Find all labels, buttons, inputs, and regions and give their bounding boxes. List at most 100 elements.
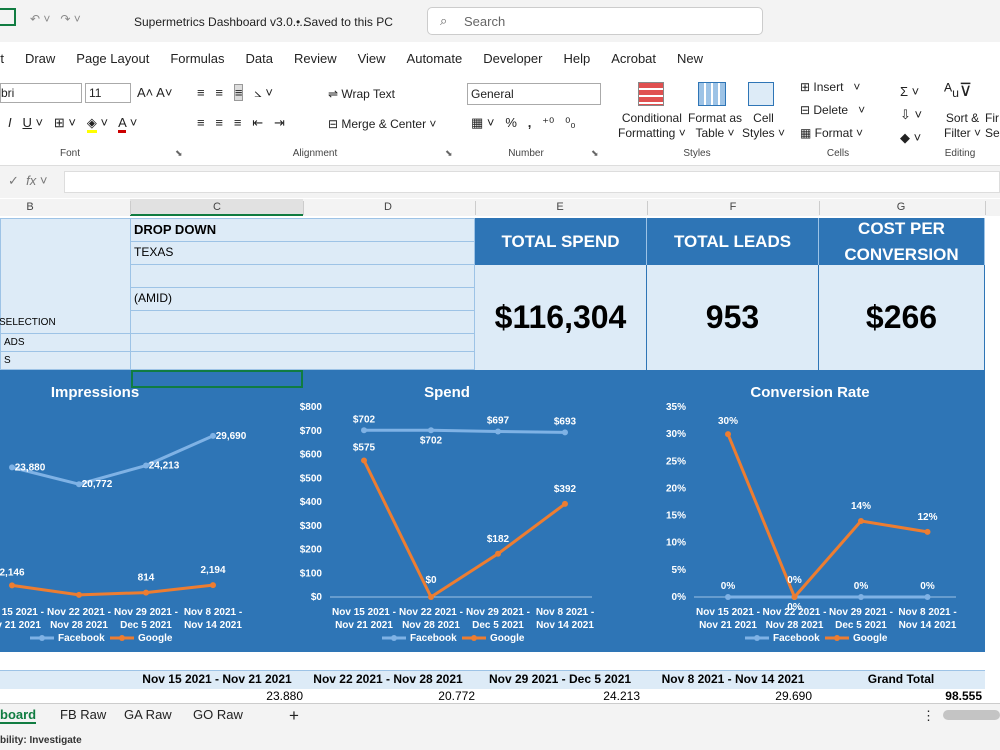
search-icon: ⌕ [440,13,448,28]
data-label: $702 [420,435,443,446]
y-tick-label: $500 [300,473,323,484]
x-tick-label: Nov 29 2021 - Dec 5 2021 [114,607,178,631]
data-label: 23,880 [15,462,46,473]
delete[interactable]: ⊟ Delete ˅ [800,103,866,117]
font-size[interactable]: 11 [85,83,131,103]
data-point [428,427,434,434]
align-buttons[interactable]: ≡ ≡ ≡ ⦣ ˅ [197,84,273,101]
horizontal-scrollbar[interactable] [943,710,1000,720]
find-select[interactable]: FirSel [985,111,1000,141]
cell-styles[interactable]: Cell Styles ˅ [742,111,786,140]
sheet-tab[interactable]: FB Raw [60,707,107,722]
menu-tab[interactable]: Draw [24,51,56,66]
group-launcher[interactable]: ⬊ [175,148,183,158]
data-label: $693 [554,416,577,427]
menu-tab[interactable]: New [677,51,704,66]
x-tick-label-line: Nov 29 2021 - [829,607,893,618]
data-point [76,481,82,488]
menu-tab[interactable]: View [357,51,386,66]
row-label: SELECTION [0,317,56,328]
number-buttons[interactable]: ▦ ˅ % , ⁺⁰ ⁰₀ [471,115,576,130]
data-label: 0% [721,581,736,592]
insert[interactable]: ⊞ Insert ˅ [800,80,861,94]
sheet-tab[interactable]: board [0,707,37,724]
table-icon [698,82,726,106]
data-point [924,594,931,600]
cell-amid[interactable]: (AMID) [130,287,475,311]
menu-tab[interactable]: Help [563,51,591,66]
menu-tab[interactable]: Automate [406,51,463,66]
cell-texas[interactable]: TEXAS [130,241,475,265]
merge-center[interactable]: ⊟ Merge & Center ˅ [328,117,437,131]
group-launcher[interactable]: ⬊ [445,148,453,158]
formula-input[interactable] [64,171,1000,193]
font-name[interactable]: bri [0,83,82,103]
legend-marker [834,635,840,641]
legend-label: Facebook [410,633,457,644]
font-style-buttons[interactable]: I U ˅ ⊞ ˅ ◈ ˅ A ˅ [8,115,137,133]
search-placeholder: Search [464,14,506,29]
x-tick-label: Nov 15 2021 - Nov 21 2021 [696,607,760,631]
cell-dropdown-header: DROP DOWN [130,218,475,242]
x-tick-label: Nov 8 2021 - Nov 14 2021 [536,607,595,631]
menu-tab[interactable]: rt [0,51,4,66]
save-status[interactable]: • Saved to this PC [296,15,393,29]
align-buttons-2[interactable]: ≡ ≡ ≡ ⇤ ⇥ [197,115,285,130]
kpi-label: TOTAL SPEND [475,218,647,265]
undo-redo[interactable]: ↶ ˅ ↷ ˅ [30,12,81,26]
data-label: 12% [917,512,937,523]
active-cell[interactable] [131,370,303,388]
editing-buttons[interactable]: Σ ˅ ⇩ ˅ ◆ ˅ [900,84,923,145]
y-tick-label: $600 [300,450,323,461]
save-icon[interactable] [0,8,16,26]
data-point [210,582,216,589]
column-header: B [26,201,34,213]
x-tick-label: Nov 29 2021 - Dec 5 2021 [466,607,530,631]
x-tick-label-line: Nov 8 2021 - [536,607,594,618]
sort-filter[interactable]: Sort & Filter ˅ [944,111,982,140]
y-tick-label: 10% [666,538,686,549]
menu-tab[interactable]: Developer [483,51,543,66]
x-tick-label-line: Dec 5 2021 [472,620,524,631]
accessibility-status[interactable]: bility: Investigate [0,735,82,746]
search-box[interactable] [427,7,763,35]
cell-block [0,218,131,335]
wrap-text[interactable]: ⇌ Wrap Text [328,87,395,101]
font-grow[interactable]: A˄ A˅ [137,85,173,100]
data-label: 0% [787,575,802,586]
sheet-tab[interactable]: GA Raw [124,707,172,722]
series-line [362,459,566,600]
menu-tab[interactable]: Data [245,51,273,66]
chart-title: Spend [424,384,470,401]
x-tick-label-line: Nov 21 2021 [335,620,393,631]
format-as-table[interactable]: Format as Table ˅ [688,111,743,140]
menu-tab[interactable]: Page Layout [76,51,150,66]
data-label: 2,146 [0,567,25,578]
x-tick-label: Nov 22 2021 - Nov 28 2021 [47,607,111,631]
x-tick-label: Nov 8 2021 - Nov 14 2021 [184,607,243,631]
merge-center-label: Merge & Center [341,117,427,131]
pivot-value: 23.880 [266,689,303,703]
add-sheet[interactable]: + [289,706,299,725]
menu-tab[interactable]: Formulas [170,51,225,66]
data-label: 29,690 [216,431,247,442]
column-header: C [213,201,221,213]
data-point [428,594,434,600]
number-format[interactable]: General [467,83,601,105]
formula-buttons[interactable]: ✓ fx ˅ [8,173,48,188]
data-point [791,594,798,600]
group-launcher[interactable]: ⬊ [591,148,599,158]
sheet-tab[interactable]: GO Raw [193,707,243,722]
legend-marker [391,635,397,641]
data-point [495,550,501,557]
series-line [11,583,214,597]
menu-tab[interactable]: Acrobat [611,51,657,66]
menu-tab[interactable]: Review [293,51,337,66]
x-tick-label-line: Nov 28 2021 [766,620,824,631]
format[interactable]: ▦ Format ˅ [800,126,864,140]
data-label: 0% [787,602,802,613]
tab-options[interactable]: ⋮ [922,708,935,723]
conditional-formatting[interactable]: Conditional Formatting ˅ [618,111,686,140]
legend-label: Google [138,633,173,644]
column-divider [303,201,304,215]
